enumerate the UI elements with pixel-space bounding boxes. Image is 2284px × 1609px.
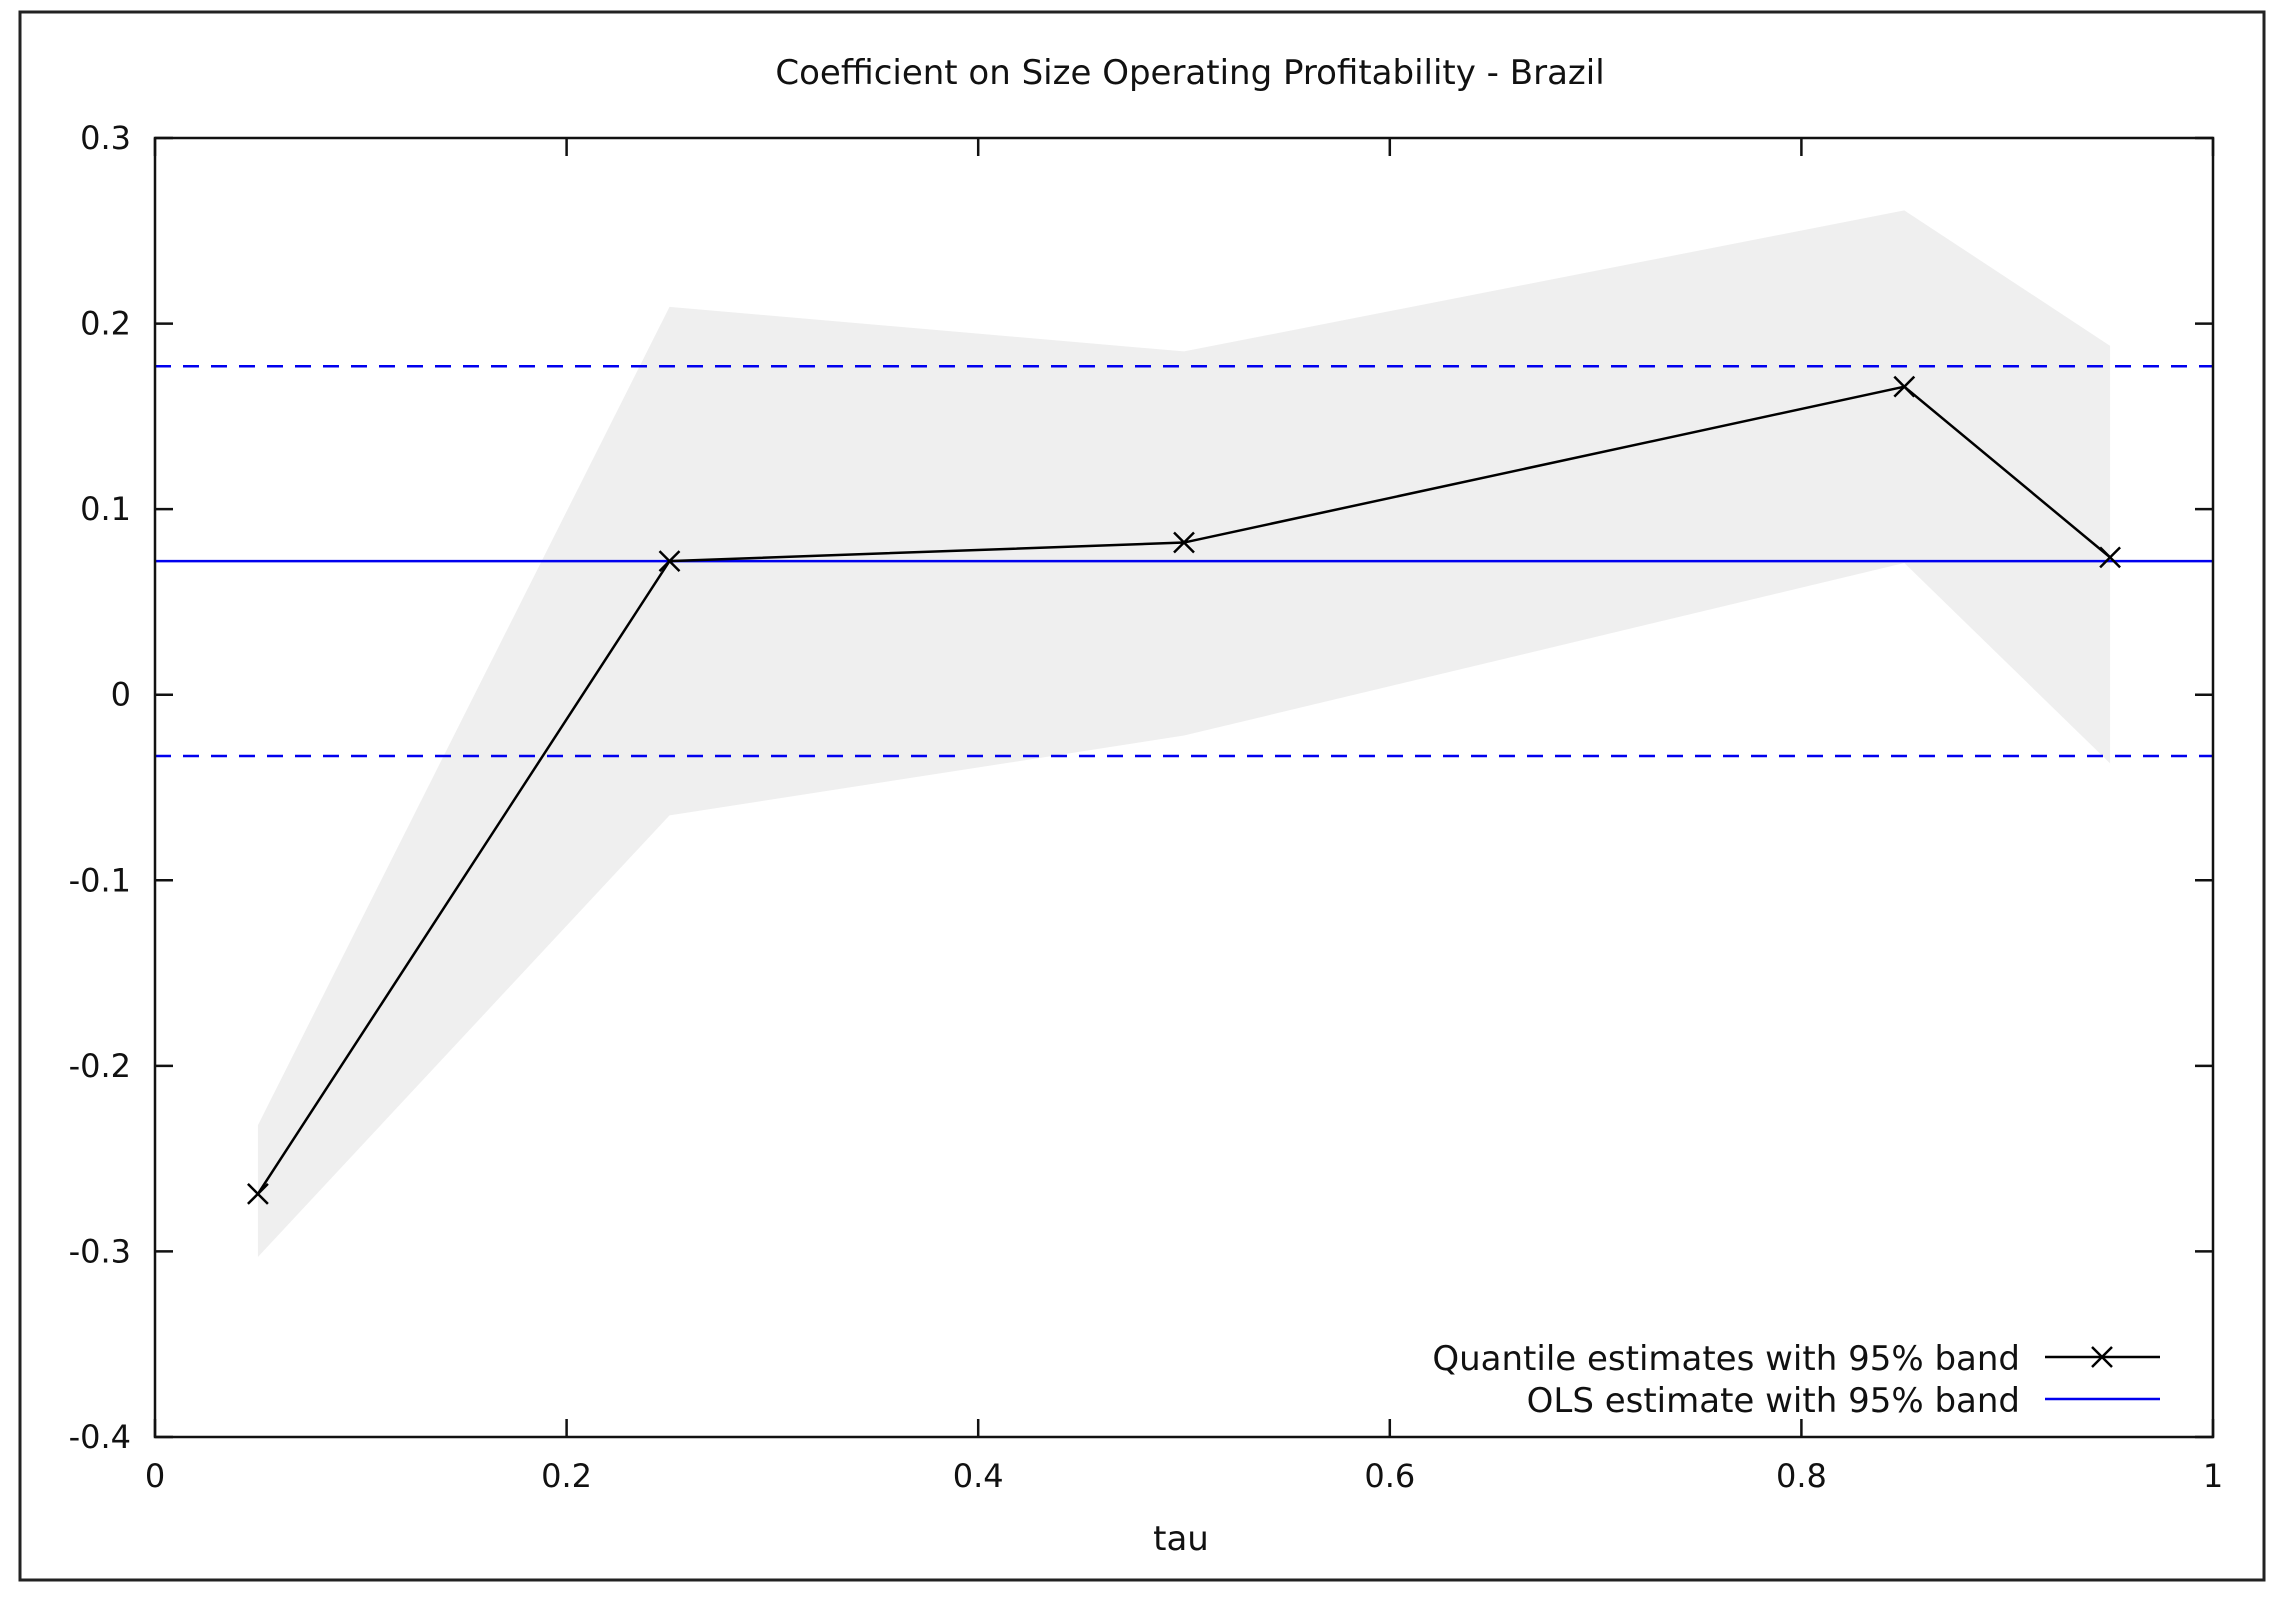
y-tick-label: -0.1 <box>69 861 131 899</box>
plot-area: 0.3 0.2 0.1 0 -0.1 -0.2 -0.3 -0.4 0 0.2 0.4 0.6 0.8 1 <box>69 119 2224 1495</box>
y-tick-label: 0.3 <box>80 119 131 157</box>
marker-stroke <box>2099 546 2121 569</box>
chart-title: Coefficient on Size Operating Profitabil… <box>775 53 1604 93</box>
x-tick-label: 0.6 <box>1364 1457 1415 1495</box>
x-tick-label: 0 <box>145 1457 165 1495</box>
marker-stroke <box>1893 375 1916 398</box>
quantile-point-marker <box>658 550 681 572</box>
plot-border <box>153 136 2215 1439</box>
quantile-point-marker <box>1893 375 1916 398</box>
y-tick-label: 0.2 <box>80 305 131 343</box>
marker-stroke <box>658 550 681 572</box>
x-axis-label: tau <box>1153 1519 1209 1559</box>
marker-stroke <box>1173 531 1195 554</box>
marker-stroke <box>247 1183 269 1205</box>
legend-swatch-marker <box>2091 1346 2113 1368</box>
x-tick-label: 0.8 <box>1776 1457 1827 1495</box>
legend-label-ols: OLS estimate with 95% band <box>1527 1381 2020 1421</box>
y-tick-label: -0.2 <box>69 1047 131 1085</box>
legend-swatches <box>2045 1346 2160 1401</box>
quantile-point-marker <box>2099 546 2121 569</box>
y-tick-label: 0 <box>111 676 131 714</box>
y-tick-label: 0.1 <box>80 490 131 528</box>
x-tick-label: 1 <box>2203 1457 2223 1495</box>
quantile-point-marker <box>247 1183 269 1205</box>
x-tick-label: 0.2 <box>541 1457 592 1495</box>
y-tick-label: -0.4 <box>69 1418 131 1456</box>
y-tick-label: -0.3 <box>69 1232 131 1270</box>
quantile-confidence-band <box>257 210 2111 1257</box>
x-tick-label: 0.4 <box>953 1457 1004 1495</box>
quantile-point-marker <box>1173 531 1195 554</box>
legend: Quantile estimates with 95% band OLS est… <box>1432 1339 2160 1421</box>
legend-label-quantile: Quantile estimates with 95% band <box>1432 1339 2020 1379</box>
